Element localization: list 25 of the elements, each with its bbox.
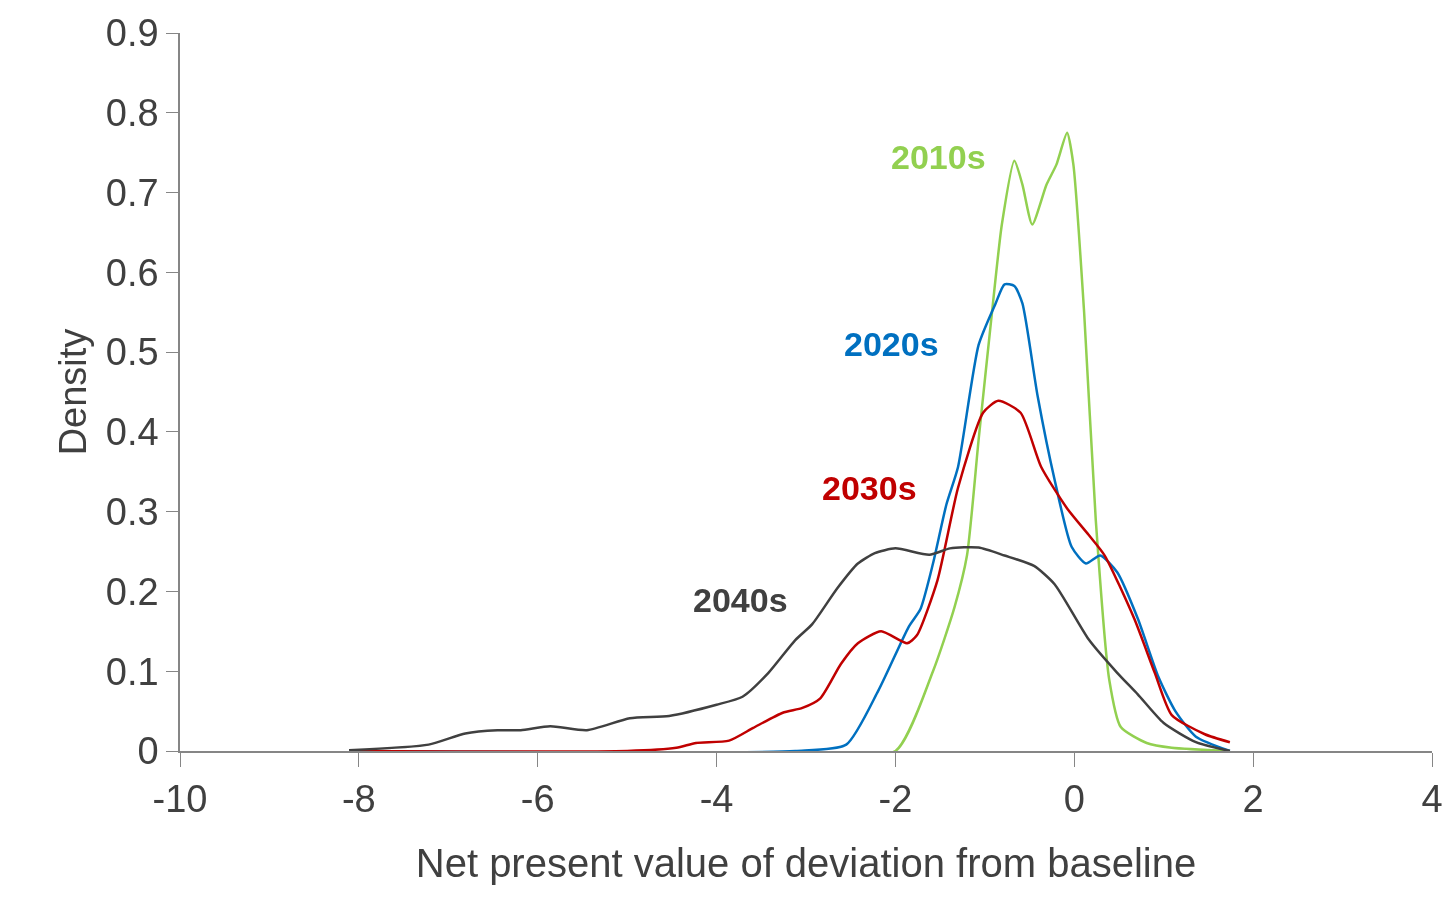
x-tick-label: 4 xyxy=(1421,778,1443,821)
y-tick-label: 0.8 xyxy=(105,92,159,135)
y-tick-label: 0.5 xyxy=(105,331,159,374)
y-tick-label: 0.6 xyxy=(105,251,159,294)
y-tick-label: 0 xyxy=(137,730,159,773)
x-tick-label: -8 xyxy=(341,778,376,821)
y-tick-label: 0.9 xyxy=(105,12,159,55)
y-tick-label: 0.4 xyxy=(105,411,159,454)
x-tick-label: -6 xyxy=(520,778,555,821)
x-tick-label: 0 xyxy=(1063,778,1085,821)
y-tick-label: 0.7 xyxy=(105,171,159,214)
series-label: 2030s xyxy=(822,469,917,507)
series-label: 2010s xyxy=(891,138,986,176)
series-label: 2020s xyxy=(844,325,939,363)
x-axis-title: Net present value of deviation from baseline xyxy=(415,841,1197,886)
series-label: 2040s xyxy=(693,581,788,619)
y-tick-label: 0.2 xyxy=(105,570,159,613)
x-tick-label: -4 xyxy=(699,778,734,821)
y-axis-title: Density xyxy=(51,328,94,456)
x-tick-label: -10 xyxy=(152,778,208,821)
x-tick-label: -2 xyxy=(878,778,913,821)
y-tick-label: 0.3 xyxy=(105,490,159,533)
line-series xyxy=(347,546,1232,751)
y-tick-label: 0.1 xyxy=(105,650,159,693)
x-tick-label: 2 xyxy=(1242,778,1264,821)
